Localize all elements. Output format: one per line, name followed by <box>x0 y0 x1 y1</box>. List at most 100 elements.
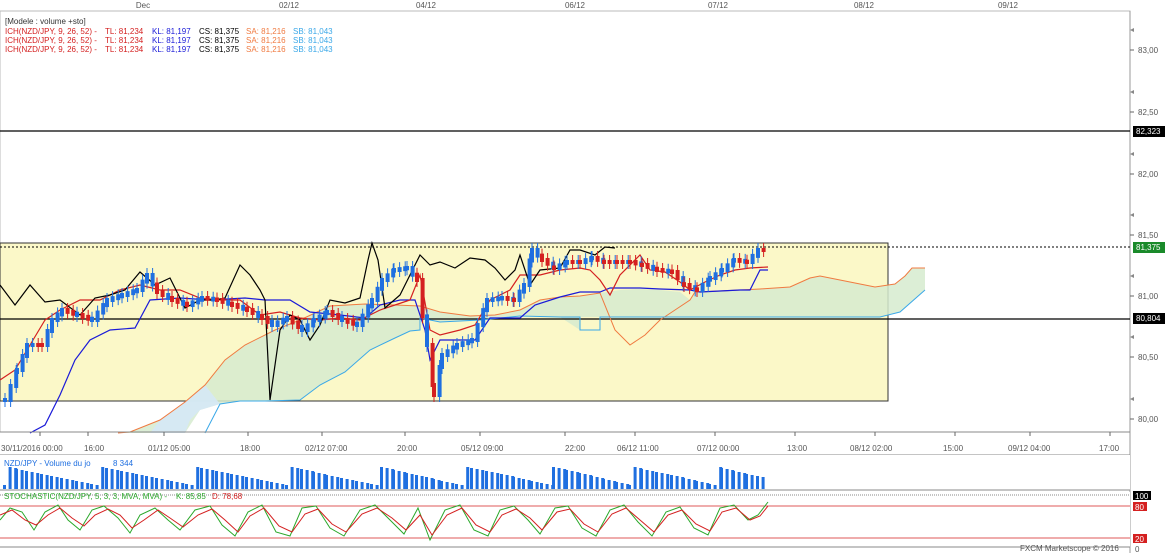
top-axis-label: 09/12 <box>998 1 1019 10</box>
top-axis-label: 02/12 <box>279 1 300 10</box>
candle-body <box>256 310 261 318</box>
candle-body <box>590 256 594 261</box>
price-scale[interactable]: 83,00 82,50 82,00 81,50 81,00 80,50 80,0… <box>1130 28 1159 424</box>
candle-body <box>490 297 495 302</box>
volume-bar <box>693 480 697 489</box>
candle-body <box>131 289 136 296</box>
legend-sa: SA: 81,216 <box>246 36 286 45</box>
volume-bar <box>135 474 138 489</box>
volume-bar <box>732 471 735 489</box>
candle-body <box>633 260 638 266</box>
volume-bar <box>60 478 63 489</box>
volume-bar <box>110 469 114 489</box>
time-axis[interactable]: 30/11/2016 00:00 16:00 01/12 05:00 18:00… <box>0 431 1130 456</box>
price-scale-label: 81,50 <box>1138 231 1159 240</box>
volume-bar <box>615 482 618 489</box>
volume-panel[interactable]: NZD/JPY - Volume du jo 8 344 <box>0 455 1130 491</box>
volume-bar <box>397 471 401 489</box>
candle-body <box>737 258 742 263</box>
volume-bar <box>90 484 93 489</box>
volume-bar <box>607 480 611 489</box>
top-axis-label: 07/12 <box>708 1 729 10</box>
stoch-scale-100: 100 <box>1135 492 1149 501</box>
volume-bar <box>410 474 414 489</box>
candle-body <box>512 297 516 302</box>
volume-bar <box>626 484 630 489</box>
candle-body <box>602 259 606 264</box>
volume-bar <box>557 468 561 489</box>
candle-body <box>440 353 444 369</box>
volume-bar <box>375 485 379 489</box>
candle-body <box>485 298 489 313</box>
volume-bar <box>86 483 90 489</box>
volume-bars <box>3 467 765 489</box>
volume-bar <box>185 484 188 489</box>
candle-body <box>196 297 201 305</box>
volume-bar <box>256 479 260 489</box>
candle-body <box>190 300 195 307</box>
candle-body <box>14 370 19 388</box>
volume-bar <box>425 477 428 489</box>
volume-bar <box>687 479 691 489</box>
volume-bar <box>265 481 269 489</box>
volume-bar <box>125 472 129 489</box>
candle-body <box>732 258 736 263</box>
candle-body <box>466 339 471 346</box>
candle-body <box>340 315 344 322</box>
candle-body <box>720 268 724 273</box>
candle-body <box>460 341 465 347</box>
candle-body <box>725 263 730 272</box>
volume-bar <box>761 477 765 489</box>
candle-body <box>392 268 396 273</box>
candle-body <box>640 262 644 267</box>
candle-body <box>745 259 749 264</box>
volume-legend: NZD/JPY - Volume du jo <box>4 459 91 468</box>
volume-bar <box>545 484 549 489</box>
candle-body <box>205 296 210 301</box>
volume-bar <box>275 483 279 489</box>
legend-sa: SA: 81,216 <box>246 27 286 36</box>
volume-bar <box>145 476 148 489</box>
candle-body <box>155 282 159 294</box>
volume-bar <box>460 485 464 489</box>
candle-body <box>175 298 180 304</box>
candle-body <box>500 296 504 301</box>
volume-bar <box>530 481 533 489</box>
svg-text:82,323: 82,323 <box>1136 127 1161 136</box>
volume-bar <box>270 482 273 489</box>
time-axis-label: 17:00 <box>1099 444 1120 453</box>
volume-bar <box>540 483 543 489</box>
price-tag-upper[interactable]: 82,323 <box>1133 126 1165 137</box>
volume-bar <box>682 478 685 489</box>
price-scale-label: 83,00 <box>1138 46 1159 55</box>
candle-body <box>55 312 60 322</box>
volume-bar <box>190 485 194 489</box>
volume-bar <box>590 476 593 489</box>
volume-bar <box>522 479 525 489</box>
price-tag-lower[interactable]: 80,804 <box>1133 313 1165 324</box>
legend-sb: SB: 81,043 <box>293 45 333 54</box>
candle-body <box>120 293 124 299</box>
candle-body <box>535 248 540 258</box>
legend-sb: SB: 81,043 <box>293 27 333 36</box>
legend-row-3: ICH(NZD/JPY, 9, 26, 52) - TL: 81,234 KL:… <box>5 45 333 54</box>
stochastic-panel[interactable]: STOCHASTIC(NZD/JPY, 5, 3, 3, MVA, MVA) -… <box>0 491 1151 553</box>
candle-body <box>200 296 204 302</box>
volume-bar <box>120 471 123 489</box>
candle-body <box>250 308 255 315</box>
volume-bar <box>675 476 679 489</box>
volume-bar <box>351 480 355 489</box>
candle-body <box>481 308 486 328</box>
candle-body <box>713 272 718 280</box>
candle-body <box>375 286 380 302</box>
price-tag-current[interactable]: 81,375 <box>1133 242 1165 253</box>
volume-bar <box>700 482 704 489</box>
time-axis-label: 30/11/2016 00:00 <box>1 444 63 453</box>
kumo-cloud-green <box>118 268 925 433</box>
kumo-cloud-blue <box>150 385 220 433</box>
candle-body <box>170 295 174 302</box>
volume-bar <box>370 484 373 489</box>
candle-body <box>530 248 534 263</box>
volume-bar <box>527 480 531 489</box>
